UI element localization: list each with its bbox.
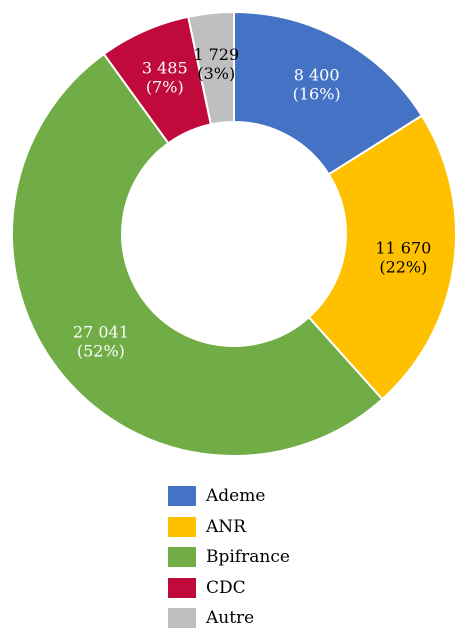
legend-label: ANR — [206, 516, 246, 537]
data-label-ademe: 8 400 (16%) — [293, 65, 341, 103]
legend-label: CDC — [206, 577, 246, 598]
legend-label: Bpifrance — [206, 547, 290, 568]
legend-label: Ademe — [206, 486, 266, 507]
legend-item-cdc: CDC — [168, 573, 290, 604]
legend-label: Autre — [206, 608, 255, 629]
data-label-autre: 1 729 (3%) — [193, 45, 239, 83]
slice-autre — [187, 10, 235, 126]
slice-ademe — [233, 10, 424, 176]
donut-slices — [11, 10, 457, 457]
legend-item-ademe: Ademe — [168, 481, 290, 512]
donut-chart: 8 400 (16%) 11 670 (22%) 27 041 (52%) 3 485 (7%… — [11, 10, 457, 457]
legend-swatch — [168, 608, 196, 629]
legend: Ademe ANR Bpifrance CDC Autre — [168, 481, 290, 634]
legend-item-autre: Autre — [168, 603, 290, 634]
legend-swatch — [168, 516, 196, 537]
legend-swatch — [168, 577, 196, 598]
legend-swatch — [168, 486, 196, 507]
slice-anr — [307, 114, 457, 401]
legend-item-anr: ANR — [168, 512, 290, 543]
data-label-cdc: 3 485 (7%) — [142, 59, 188, 97]
legend-swatch — [168, 547, 196, 568]
slice-bpifrance — [11, 52, 384, 457]
legend-item-bpifrance: Bpifrance — [168, 542, 290, 573]
data-label-anr: 11 670 (22%) — [375, 239, 431, 277]
data-labels: 8 400 (16%) 11 670 (22%) 27 041 (52%) 3 485 (7%… — [73, 45, 431, 360]
data-label-bpifrance: 27 041 (52%) — [73, 322, 129, 360]
